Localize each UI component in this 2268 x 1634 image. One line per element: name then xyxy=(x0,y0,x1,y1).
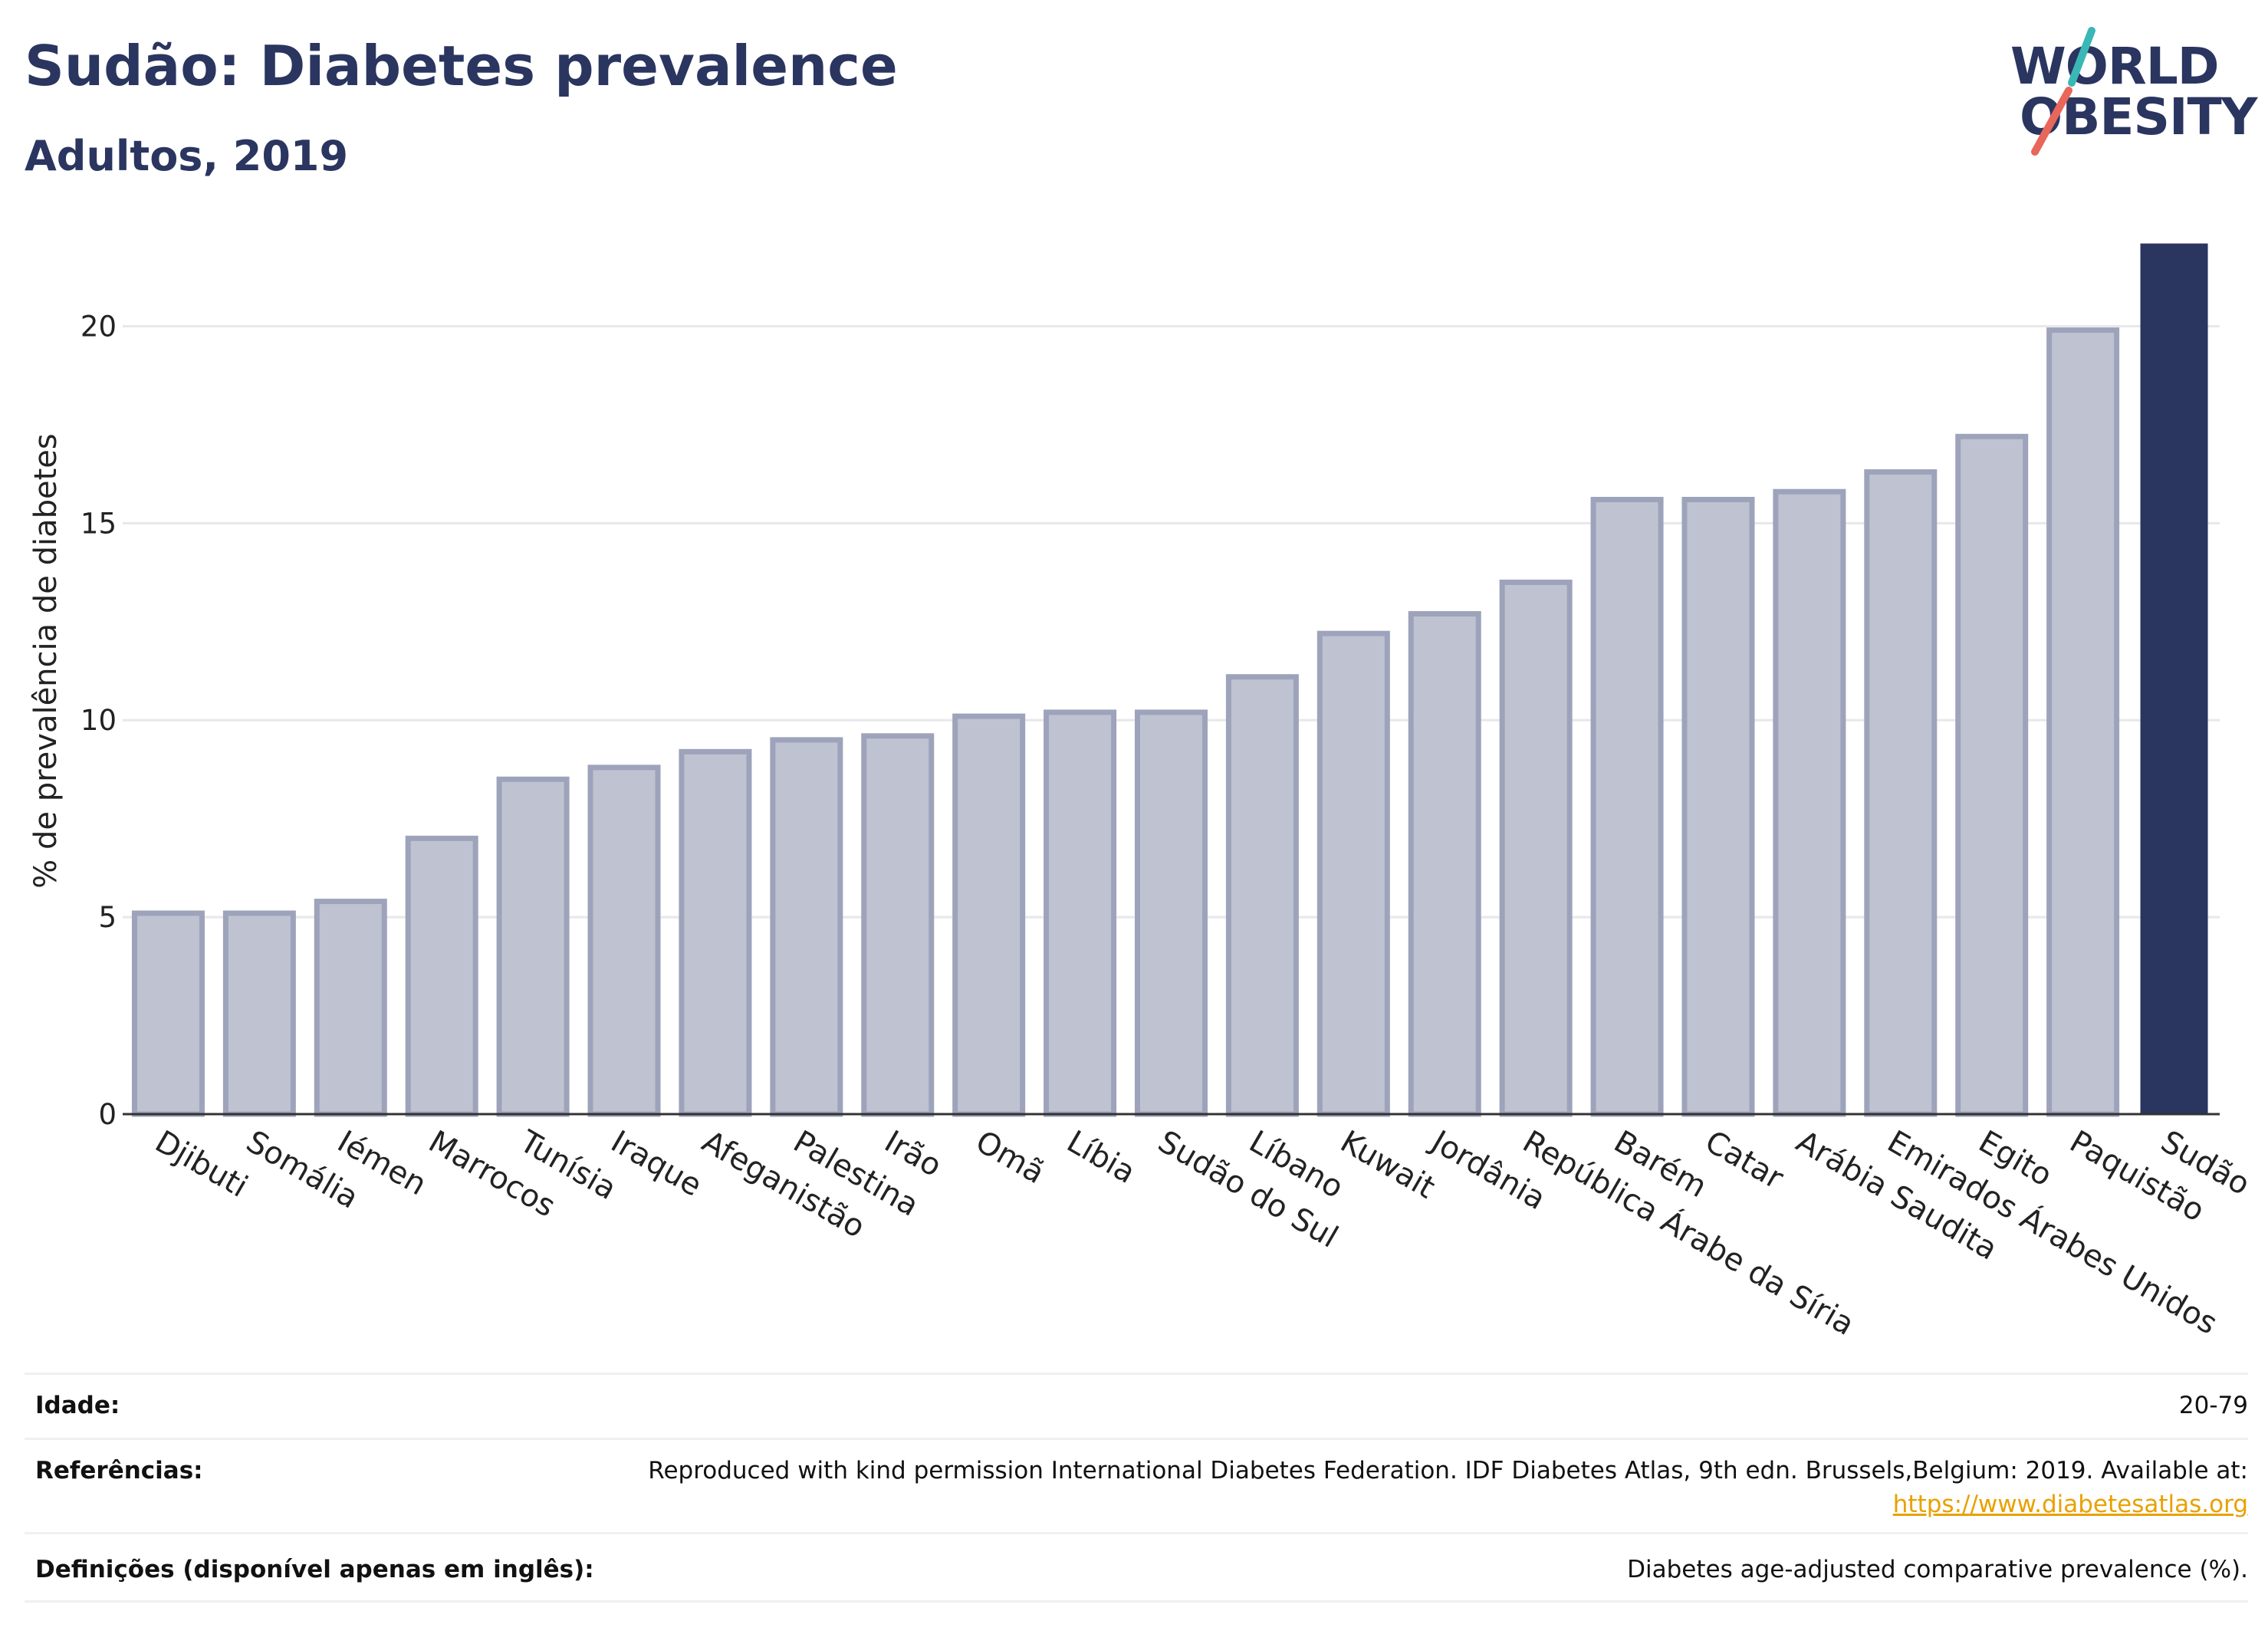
x-tick-label: Kuwait xyxy=(1334,1124,1441,1206)
x-tick-label: Líbia xyxy=(1061,1124,1142,1191)
logo-word-obesity: OBESITY xyxy=(2020,87,2257,146)
definitions-value: Diabetes age-adjusted comparative preval… xyxy=(1627,1556,2248,1583)
bar-marrocos xyxy=(405,835,478,1117)
y-tick-labels: 0 5 10 15 20 xyxy=(81,310,117,1131)
bar-líbia xyxy=(1044,709,1117,1117)
bar-tunísia xyxy=(496,776,570,1117)
bar-catar xyxy=(1681,497,1755,1117)
references-text: Reproduced with kind permission Internat… xyxy=(648,1457,2248,1484)
x-tick-label: Catar xyxy=(1699,1124,1790,1197)
bar-barém xyxy=(1590,497,1664,1117)
references-label: Referências: xyxy=(35,1457,203,1484)
bar-kuwait xyxy=(1316,630,1390,1117)
y-tick-label: 10 xyxy=(81,704,117,737)
x-tick-label: Iraque xyxy=(605,1124,708,1204)
bar-arábia-saudita xyxy=(1773,488,1846,1117)
x-tick-label: Omã xyxy=(970,1124,1050,1191)
bar-sudão-do-sul xyxy=(1135,709,1208,1117)
bar-sudão xyxy=(2140,243,2208,1114)
chart-title: Sudão: Diabetes prevalence xyxy=(25,34,898,98)
y-axis-label: % de prevalência de diabetes xyxy=(28,433,64,888)
x-tick-labels: DjibutiSomáliaIémenMarrocosTunísiaIraque… xyxy=(149,1123,2255,1343)
age-value: 20-79 xyxy=(2178,1392,2248,1419)
info-row-definitions: Definições (disponível apenas em inglês)… xyxy=(25,1532,2248,1602)
bars xyxy=(131,243,2208,1117)
bar-palestina xyxy=(770,737,843,1117)
bar-omã xyxy=(952,713,1026,1117)
info-row-age: Idade: 20-79 xyxy=(25,1373,2248,1438)
bar-líbano xyxy=(1225,674,1299,1117)
info-table: Idade: 20-79 Referências: Reproduced wit… xyxy=(25,1373,2248,1602)
info-row-references: Referências: Reproduced with kind permis… xyxy=(25,1438,2248,1532)
bar-afeganistão xyxy=(679,748,752,1117)
bar-paquistão xyxy=(2046,327,2120,1117)
bar-irão xyxy=(861,733,935,1117)
x-tick-label: Djibuti xyxy=(149,1124,253,1205)
references-link[interactable]: https://www.diabetesatlas.org xyxy=(1892,1491,2248,1518)
y-tick-label: 5 xyxy=(98,901,117,934)
logo-slash-icon xyxy=(2031,27,2095,156)
bar-chart: 0 5 10 15 20 DjibutiSomáliaIémenMarrocosTuní… xyxy=(28,243,2256,1343)
y-tick-label: 0 xyxy=(98,1098,117,1131)
table-bottom-divider xyxy=(25,1600,2248,1603)
bar-jordânia xyxy=(1408,611,1481,1117)
bar-egito xyxy=(1955,433,2029,1117)
logo-word-world: WORLD xyxy=(2010,37,2220,96)
bar-iémen xyxy=(314,899,387,1117)
bar-djibuti xyxy=(131,910,205,1117)
y-tick-label: 20 xyxy=(81,310,117,343)
bar-emirados-árabes-unidos xyxy=(1864,469,1938,1117)
y-tick-label: 15 xyxy=(81,507,117,540)
world-obesity-logo: WORLD OBESITY xyxy=(2001,23,2262,161)
chart-subtitle: Adultos, 2019 xyxy=(25,132,349,180)
bar-república-árabe-da-síria xyxy=(1499,579,1573,1117)
definitions-label: Definições (disponível apenas em inglês)… xyxy=(35,1556,594,1583)
bar-somália xyxy=(222,910,296,1117)
bar-iraque xyxy=(587,764,661,1117)
age-label: Idade: xyxy=(35,1392,120,1419)
